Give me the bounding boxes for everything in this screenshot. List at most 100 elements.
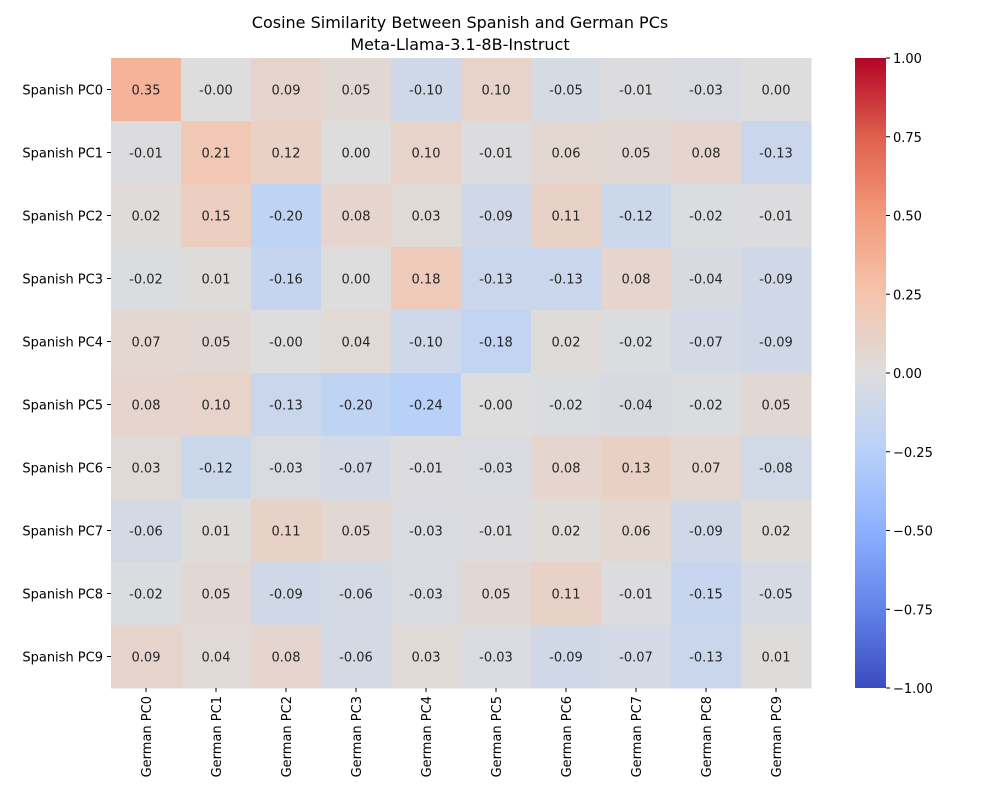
heatmap-cell — [601, 121, 672, 185]
cell-value-label: 0.00 — [762, 84, 791, 99]
cell-value-label: -0.15 — [689, 588, 723, 603]
heatmap-cell — [251, 373, 322, 437]
heatmap-cell — [461, 58, 532, 122]
heatmap-cell — [741, 58, 812, 122]
heatmap-cell — [321, 562, 392, 626]
heatmap-cell — [461, 562, 532, 626]
cell-value-label: -0.03 — [689, 84, 723, 99]
cell-value-label: -0.03 — [269, 462, 303, 477]
heatmap-cell — [671, 121, 742, 185]
cell-value-label: -0.00 — [269, 336, 303, 351]
heatmap-cell — [741, 310, 812, 374]
heatmap-cell — [391, 436, 462, 500]
heatmap-cell — [391, 373, 462, 437]
cell-value-label: 0.05 — [342, 84, 371, 99]
colorbar: −1.00 −0.75 −0.50 −0.25 0.00 0.25 0.50 0.75 1.00 — [855, 52, 933, 697]
heatmap-cell — [601, 562, 672, 626]
cell-value-label: 0.03 — [132, 462, 161, 477]
row-tick-label: Spanish PC6 — [22, 462, 103, 477]
row-tick-label: Spanish PC1 — [22, 147, 103, 162]
heatmap-cell — [111, 58, 182, 122]
cell-value-label: -0.03 — [409, 525, 443, 540]
heatmap-cell — [601, 184, 672, 248]
cell-value-label: -0.20 — [339, 399, 373, 414]
cell-value-label: -0.13 — [759, 147, 793, 162]
cell-value-label: -0.07 — [339, 462, 373, 477]
cell-value-label: 0.18 — [412, 273, 441, 288]
cell-value-label: 0.15 — [202, 210, 231, 225]
heatmap-cell — [251, 121, 322, 185]
cell-value-label: 0.09 — [132, 651, 161, 666]
heatmap-cell — [391, 121, 462, 185]
heatmap-cell — [111, 310, 182, 374]
cell-value-label: 0.08 — [552, 462, 581, 477]
heatmap-cell — [671, 499, 742, 563]
heatmap-cell — [601, 58, 672, 122]
column-tick-labels: German PC0 German PC1 German PC2 German PC3… — [140, 688, 785, 777]
heatmap-cell — [321, 310, 392, 374]
heatmap-cell — [461, 373, 532, 437]
cell-value-label: -0.09 — [689, 525, 723, 540]
heatmap-cell — [531, 499, 602, 563]
row-tick-label: Spanish PC9 — [22, 651, 103, 666]
heatmap-cell — [111, 562, 182, 626]
cell-value-label: -0.12 — [199, 462, 233, 477]
column-tick-label: German PC7 — [630, 696, 645, 777]
cell-value-label: -0.01 — [409, 462, 443, 477]
heatmap-cell — [741, 562, 812, 626]
cell-value-label: 0.02 — [552, 336, 581, 351]
cell-value-label: -0.01 — [619, 84, 653, 99]
cell-value-label: 0.08 — [692, 147, 721, 162]
heatmap-cell — [671, 562, 742, 626]
heatmap-cell — [251, 625, 322, 689]
heatmap-cell — [461, 247, 532, 311]
heatmap-cell — [601, 373, 672, 437]
heatmap-cell — [251, 436, 322, 500]
cell-value-label: -0.01 — [479, 525, 513, 540]
cell-value-label: -0.03 — [479, 462, 513, 477]
cell-value-label: 0.05 — [342, 525, 371, 540]
heatmap-cell — [251, 562, 322, 626]
heatmap-cell — [741, 121, 812, 185]
heatmap-cell — [741, 373, 812, 437]
cell-value-label: 0.02 — [552, 525, 581, 540]
heatmap-cell — [391, 58, 462, 122]
cell-value-label: 0.10 — [412, 147, 441, 162]
heatmap-cell — [251, 247, 322, 311]
cell-value-label: -0.10 — [409, 84, 443, 99]
cell-value-label: -0.05 — [759, 588, 793, 603]
heatmap-cell — [321, 625, 392, 689]
heatmap-cell — [671, 436, 742, 500]
cell-value-label: 0.10 — [482, 84, 511, 99]
heatmap-cell — [321, 121, 392, 185]
cell-value-label: 0.00 — [342, 147, 371, 162]
colorbar-gradient — [855, 58, 886, 688]
column-tick-label: German PC1 — [210, 696, 225, 777]
cell-value-label: 0.01 — [202, 273, 231, 288]
heatmap-cell — [181, 499, 252, 563]
cell-value-label: -0.10 — [409, 336, 443, 351]
heatmap-cell — [671, 310, 742, 374]
heatmap-cell — [391, 247, 462, 311]
cell-value-label: -0.09 — [549, 651, 583, 666]
cell-value-label: 0.13 — [622, 462, 651, 477]
cell-value-label: -0.06 — [339, 651, 373, 666]
cell-value-label: 0.01 — [762, 651, 791, 666]
cell-value-label: 0.05 — [202, 336, 231, 351]
heatmap-cell — [601, 310, 672, 374]
heatmap-cell — [391, 499, 462, 563]
cell-value-label: 0.08 — [342, 210, 371, 225]
heatmap-cell — [531, 184, 602, 248]
heatmap-cell — [391, 562, 462, 626]
heatmap-cell — [181, 247, 252, 311]
cell-value-label: 0.06 — [622, 525, 651, 540]
colorbar-tick-label: −1.00 — [893, 682, 933, 697]
heatmap-cell — [601, 247, 672, 311]
cell-value-label: 0.11 — [552, 588, 581, 603]
heatmap-cell — [111, 184, 182, 248]
cell-value-label: 0.05 — [622, 147, 651, 162]
row-tick-labels: Spanish PC0 Spanish PC1 Spanish PC2 Spanish… — [22, 84, 111, 666]
cell-value-label: -0.06 — [339, 588, 373, 603]
heatmap-cell — [391, 625, 462, 689]
column-tick-label: German PC0 — [140, 696, 155, 777]
